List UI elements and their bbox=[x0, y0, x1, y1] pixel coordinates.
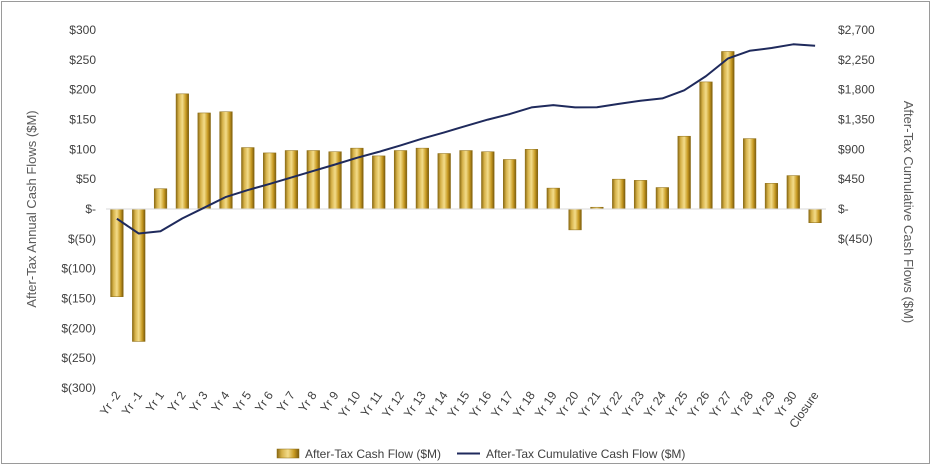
left-tick-label: $300 bbox=[69, 23, 96, 37]
right-tick-label: $2,250 bbox=[838, 53, 875, 67]
left-tick-label: $(50) bbox=[68, 232, 96, 246]
x-tick-label: Yr -2 bbox=[97, 388, 124, 418]
bar bbox=[263, 152, 277, 210]
left-axis-ticks: $300 $250 $200 $150 $100 $50 $- $(50) $(100) $(15… bbox=[61, 23, 96, 395]
legend: After-Tax Cash Flow ($M) After-Tax Cumul… bbox=[276, 447, 685, 461]
left-tick-label: $(150) bbox=[61, 292, 96, 306]
x-tick-label: Yr 12 bbox=[379, 388, 407, 420]
bar bbox=[786, 175, 800, 210]
bar bbox=[437, 153, 451, 210]
bar bbox=[743, 138, 757, 210]
right-tick-label: $900 bbox=[838, 142, 865, 156]
left-tick-label: $250 bbox=[69, 53, 96, 67]
x-tick-label: Yr 23 bbox=[619, 388, 647, 420]
x-tick-label: Yr 20 bbox=[554, 388, 582, 420]
x-tick-label: Yr 2 bbox=[165, 388, 189, 414]
bar bbox=[524, 149, 539, 210]
bar bbox=[219, 111, 233, 210]
bar bbox=[612, 178, 626, 210]
right-tick-label: $1,800 bbox=[838, 83, 875, 97]
x-tick-label: Yr 22 bbox=[597, 388, 625, 420]
x-tick-label: Yr 21 bbox=[575, 388, 603, 420]
bar bbox=[197, 112, 211, 210]
left-tick-label: $(100) bbox=[61, 262, 96, 276]
x-tick-label: Yr 4 bbox=[208, 388, 232, 414]
bar bbox=[568, 208, 582, 231]
right-tick-label: $1,350 bbox=[838, 113, 875, 127]
left-tick-label: $(250) bbox=[61, 351, 96, 365]
left-tick-label: $50 bbox=[76, 172, 96, 186]
left-tick-label: $- bbox=[85, 202, 96, 216]
x-tick-label: Yr 28 bbox=[728, 388, 756, 420]
bar bbox=[415, 147, 429, 210]
x-tick-label: Yr 6 bbox=[252, 388, 276, 414]
x-tick-label: Yr 19 bbox=[532, 388, 560, 420]
x-tick-label: Yr 29 bbox=[750, 388, 778, 420]
bar bbox=[372, 155, 386, 210]
bar bbox=[655, 187, 669, 210]
left-tick-label: $(300) bbox=[61, 381, 96, 395]
x-tick-label: Yr 15 bbox=[445, 388, 473, 420]
x-tick-label: Yr 3 bbox=[187, 388, 211, 414]
bar-series bbox=[110, 51, 822, 342]
x-tick-label: Yr 13 bbox=[401, 388, 429, 420]
x-tick-label: Yr 10 bbox=[335, 388, 363, 420]
bar bbox=[633, 180, 648, 210]
x-tick-label: Yr 8 bbox=[296, 388, 320, 414]
right-tick-label: $(450) bbox=[838, 232, 873, 246]
x-tick-label: Yr 17 bbox=[488, 388, 516, 420]
bar bbox=[721, 51, 735, 210]
left-axis-title: After-Tax Annual Cash Flows ($M) bbox=[24, 110, 39, 307]
left-tick-label: $100 bbox=[69, 142, 96, 156]
cumulative-line bbox=[116, 43, 816, 235]
left-tick-label: $(200) bbox=[61, 321, 96, 335]
bar bbox=[808, 208, 822, 223]
bar bbox=[764, 183, 779, 210]
x-axis-ticks: Yr -2Yr -1Yr 1Yr 2Yr 3Yr 4Yr 5Yr 6Yr 7Yr… bbox=[97, 388, 822, 430]
right-tick-label: $450 bbox=[838, 172, 865, 186]
x-tick-label: Yr 14 bbox=[423, 388, 451, 420]
bar bbox=[153, 188, 168, 210]
legend-bar-label: After-Tax Cash Flow ($M) bbox=[305, 447, 441, 461]
x-tick-label: Yr 24 bbox=[641, 388, 669, 420]
x-tick-label: Yr 7 bbox=[274, 388, 298, 414]
line-series bbox=[116, 43, 816, 235]
bar bbox=[393, 150, 408, 210]
left-tick-label: $150 bbox=[69, 113, 96, 127]
x-tick-label: Yr 16 bbox=[466, 388, 494, 420]
bar bbox=[459, 150, 473, 210]
bar bbox=[677, 135, 691, 210]
bar bbox=[175, 93, 189, 210]
bar bbox=[306, 150, 320, 210]
bar bbox=[328, 151, 342, 210]
bar bbox=[132, 208, 146, 342]
bar bbox=[699, 81, 713, 210]
x-tick-label: Yr 18 bbox=[510, 388, 538, 420]
right-tick-label: $2,700 bbox=[838, 23, 875, 37]
x-tick-label: Yr 25 bbox=[663, 388, 691, 420]
x-tick-label: Yr -1 bbox=[119, 388, 146, 418]
left-tick-label: $200 bbox=[69, 83, 96, 97]
right-tick-label: $- bbox=[838, 202, 849, 216]
x-tick-label: Yr 1 bbox=[143, 388, 167, 414]
legend-line-label: After-Tax Cumulative Cash Flow ($M) bbox=[486, 447, 685, 461]
bar bbox=[481, 151, 495, 210]
right-axis-ticks: $2,700 $2,250 $1,800 $1,350 $900 $450 $- $(450) bbox=[838, 23, 875, 246]
right-axis-title: After-Tax Cumulative Cash Flows ($M) bbox=[901, 101, 916, 324]
x-tick-label: Yr 5 bbox=[230, 388, 254, 414]
x-tick-label: Yr 27 bbox=[706, 388, 734, 420]
bar bbox=[546, 187, 560, 210]
x-tick-label: Yr 26 bbox=[685, 388, 713, 420]
legend-bar-swatch bbox=[276, 448, 300, 459]
bar bbox=[241, 147, 255, 210]
bar bbox=[503, 159, 517, 210]
